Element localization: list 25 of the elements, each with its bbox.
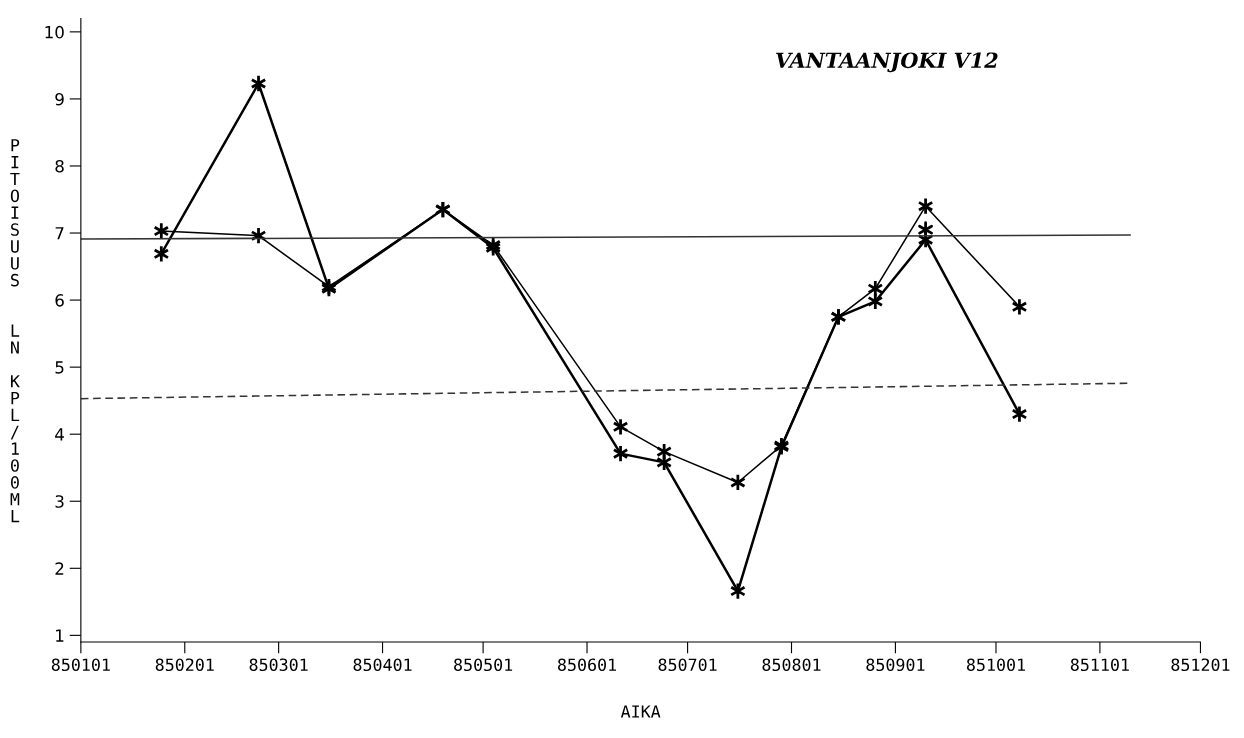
x-tick-label: 850901 <box>866 658 925 672</box>
x-tick-label: 850401 <box>353 658 412 672</box>
text: PITOISUUS LN KPL/100ML <box>10 139 20 523</box>
x-tick-label: 850701 <box>658 658 717 672</box>
x-tick-label: 851201 <box>1171 658 1230 672</box>
x-tick-label: 850101 <box>51 658 110 672</box>
y-tick-label: 10 <box>45 25 64 39</box>
x-tick-label: 850301 <box>249 658 308 672</box>
y-tick-label: 8 <box>55 159 64 173</box>
y-tick-label: 1 <box>56 629 64 642</box>
x-axis-title: AIKA <box>620 705 661 718</box>
x-tick-label: 850501 <box>454 658 513 672</box>
y-tick-label: 2 <box>55 562 64 575</box>
y-tick-label: 4 <box>55 428 64 441</box>
x-tick-label: 850201 <box>155 658 214 672</box>
x-tick-label: 851101 <box>1070 658 1129 672</box>
y-tick-label: 7 <box>55 227 64 240</box>
text: VANTAANJOKI V12 <box>776 52 998 73</box>
y-tick-label: 6 <box>55 294 64 307</box>
x-tick-label: 851001 <box>966 658 1025 672</box>
y-tick-label: 5 <box>55 361 64 374</box>
x-tick-label: 850601 <box>557 658 616 672</box>
y-tick-label: 9 <box>55 92 64 106</box>
x-tick-label: 850801 <box>762 658 821 672</box>
y-tick-label: 3 <box>55 495 64 508</box>
